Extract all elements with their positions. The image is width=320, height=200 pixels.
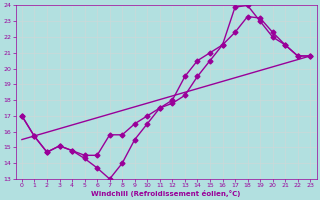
- X-axis label: Windchill (Refroidissement éolien,°C): Windchill (Refroidissement éolien,°C): [92, 190, 241, 197]
